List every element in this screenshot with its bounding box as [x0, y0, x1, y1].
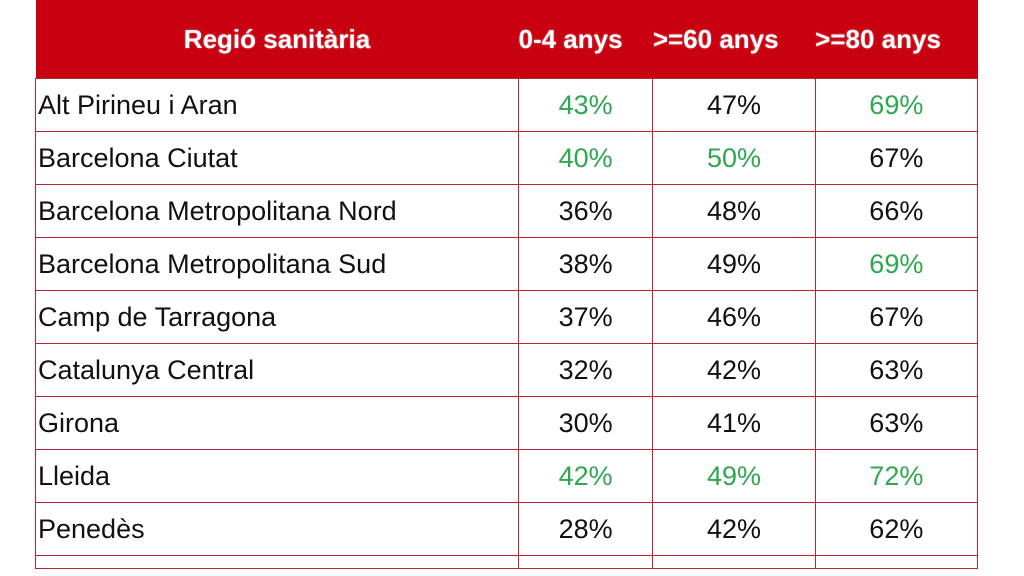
value-cell: 43%: [517, 78, 654, 132]
region-cell: Catalunya Central: [35, 343, 519, 397]
table-row: Girona 30% 41% 63%: [35, 396, 979, 450]
region-cell: Alt Pirineu i Aran: [35, 78, 519, 132]
table-row: Camp de Tarragona 37% 46% 67%: [35, 290, 979, 344]
table-row: Penedès 28% 42% 62%: [35, 502, 979, 556]
value-cell: 62%: [814, 502, 979, 556]
value-cell: 36%: [517, 184, 654, 238]
value-cell: 32%: [517, 343, 654, 397]
table-row: Catalunya Central 32% 42% 63%: [35, 343, 979, 397]
value-cell: 63%: [814, 343, 979, 397]
value-cell: 66%: [814, 184, 979, 238]
table-row: Barcelona Metropolitana Nord 36% 48% 66%: [35, 184, 979, 238]
region-cell: Girona: [35, 396, 519, 450]
value-cell: 46%: [652, 290, 816, 344]
value-cell: 67%: [814, 131, 979, 185]
table-row: Barcelona Metropolitana Sud 38% 49% 69%: [35, 237, 979, 291]
region-cell: Barcelona Metropolitana Sud: [35, 237, 519, 291]
header-region: Regió sanitària: [35, 0, 519, 79]
header-0-4: 0-4 anys: [518, 0, 653, 79]
region-cell: Penedès: [35, 502, 519, 556]
value-cell: 48%: [652, 184, 816, 238]
value-cell: 28%: [517, 502, 654, 556]
table-row: Barcelona Ciutat 40% 50% 67%: [35, 131, 979, 185]
table-row-partial: [35, 555, 979, 569]
value-cell: 38%: [517, 237, 654, 291]
value-cell: 69%: [814, 78, 979, 132]
value-cell: 42%: [652, 502, 816, 556]
table-row: Alt Pirineu i Aran 43% 47% 69%: [35, 78, 979, 132]
value-cell: 41%: [652, 396, 816, 450]
region-cell: Barcelona Ciutat: [35, 131, 519, 185]
value-cell: 30%: [517, 396, 654, 450]
region-cell: Barcelona Metropolitana Nord: [35, 184, 519, 238]
value-cell: 50%: [652, 131, 816, 185]
value-cell: 49%: [652, 449, 816, 503]
header-60: >=60 anys: [652, 0, 816, 79]
value-cell: 47%: [652, 78, 816, 132]
header-row: Regió sanitària 0-4 anys >=60 anys >=80 …: [35, 0, 978, 79]
value-cell: 42%: [652, 343, 816, 397]
value-cell: 69%: [814, 237, 979, 291]
empty-cell: [814, 555, 979, 569]
vaccination-table: Regió sanitària 0-4 anys >=60 anys >=80 …: [35, 0, 979, 569]
region-cell: Lleida: [35, 449, 519, 503]
header-80: >=80 anys: [815, 0, 978, 79]
value-cell: 42%: [517, 449, 654, 503]
value-cell: 67%: [814, 290, 979, 344]
value-cell: 72%: [814, 449, 979, 503]
empty-cell: [652, 555, 816, 569]
table-row: Lleida 42% 49% 72%: [35, 449, 979, 503]
empty-cell: [517, 555, 654, 569]
value-cell: 63%: [814, 396, 979, 450]
value-cell: 49%: [652, 237, 816, 291]
region-cell: Camp de Tarragona: [35, 290, 519, 344]
value-cell: 40%: [517, 131, 654, 185]
value-cell: 37%: [517, 290, 654, 344]
empty-cell: [35, 555, 519, 569]
